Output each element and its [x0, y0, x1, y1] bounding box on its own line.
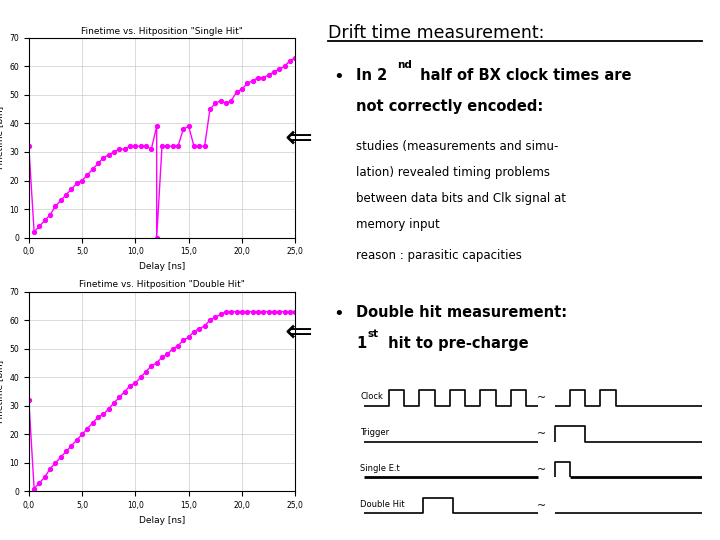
Text: ⇐: ⇐: [285, 121, 312, 154]
Text: Double hit measurement:: Double hit measurement:: [356, 305, 567, 320]
Text: hit to pre-charge: hit to pre-charge: [383, 336, 528, 352]
X-axis label: Delay [ns]: Delay [ns]: [139, 262, 185, 271]
Text: •: •: [333, 305, 344, 323]
Text: reason : parasitic capacities: reason : parasitic capacities: [356, 249, 522, 262]
Text: In 2: In 2: [356, 68, 387, 83]
Text: ~: ~: [536, 429, 546, 439]
Text: ⇐: ⇐: [285, 315, 312, 349]
Text: ~: ~: [536, 465, 546, 475]
Text: Clock: Clock: [360, 392, 383, 401]
Text: between data bits and Clk signal at: between data bits and Clk signal at: [356, 192, 567, 205]
X-axis label: Delay [ns]: Delay [ns]: [139, 516, 185, 525]
Y-axis label: Finetime [bin]: Finetime [bin]: [0, 106, 4, 169]
Text: •: •: [333, 68, 344, 85]
Text: not correctly encoded:: not correctly encoded:: [356, 99, 544, 114]
Text: Trigger: Trigger: [360, 428, 390, 437]
Text: ~: ~: [536, 393, 546, 403]
Text: half of BX clock times are: half of BX clock times are: [415, 68, 632, 83]
Text: Double Hit: Double Hit: [360, 500, 405, 509]
Text: memory input: memory input: [356, 218, 440, 231]
Text: lation) revealed timing problems: lation) revealed timing problems: [356, 166, 550, 179]
Text: st: st: [367, 329, 378, 340]
Title: Finetime vs. Hitposition "Double Hit": Finetime vs. Hitposition "Double Hit": [79, 280, 245, 289]
Text: Single E.t: Single E.t: [360, 464, 400, 473]
Text: ~: ~: [536, 501, 546, 511]
Text: 1: 1: [356, 336, 366, 352]
Title: Finetime vs. Hitposition "Single Hit": Finetime vs. Hitposition "Single Hit": [81, 26, 243, 36]
Text: nd: nd: [397, 60, 413, 71]
Y-axis label: Finetime [bin]: Finetime [bin]: [0, 360, 4, 423]
Text: Drift time measurement:: Drift time measurement:: [328, 24, 544, 42]
Text: studies (measurements and simu-: studies (measurements and simu-: [356, 140, 559, 153]
